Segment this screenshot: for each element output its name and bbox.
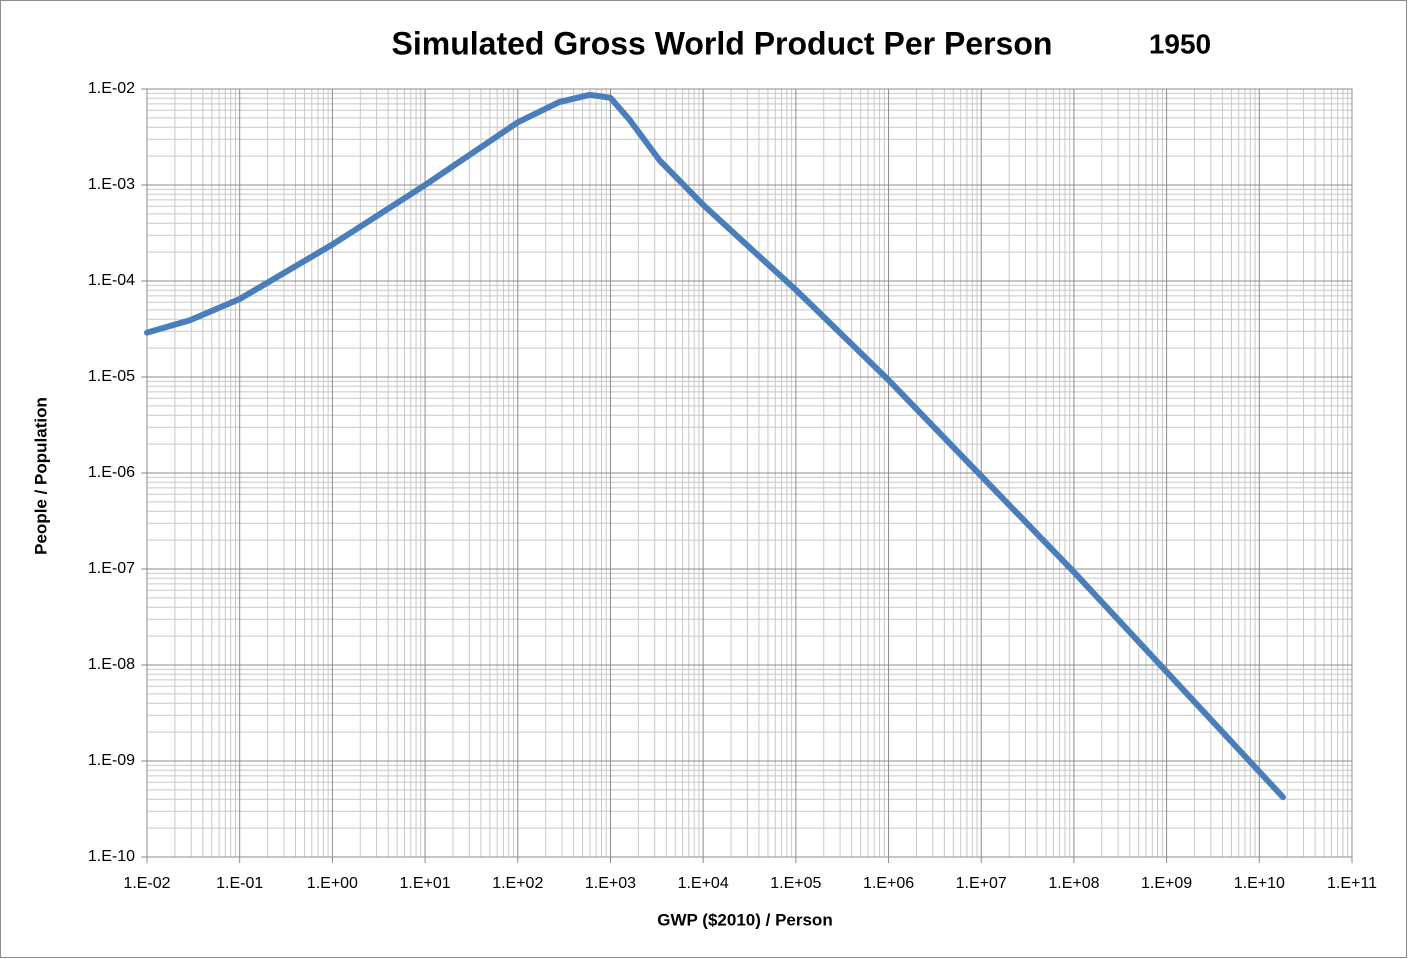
- y-tick-label: 1.E-07: [88, 560, 135, 577]
- y-tick-label: 1.E-10: [88, 848, 135, 865]
- x-tick-label: 1.E+01: [399, 875, 450, 892]
- y-axis-label: People / Population: [31, 397, 50, 555]
- y-tick-label: 1.E-06: [88, 464, 135, 481]
- x-tick-label: 1.E+10: [1234, 875, 1285, 892]
- y-tick-label: 1.E-04: [88, 272, 135, 289]
- x-tick-label: 1.E+11: [1327, 875, 1377, 892]
- plot-frame: [146, 88, 1353, 858]
- y-tick-label: 1.E-09: [88, 752, 135, 769]
- x-tick-label: 1.E+03: [585, 875, 636, 892]
- x-tick-label: 1.E+00: [307, 875, 358, 892]
- x-axis-label: GWP ($2010) / Person: [657, 910, 832, 929]
- y-tick-label: 1.E-08: [88, 656, 135, 673]
- x-tick-label: 1.E-01: [216, 875, 263, 892]
- x-tick-label: 1.E+07: [956, 875, 1007, 892]
- x-tick-label: 1.E+09: [1141, 875, 1192, 892]
- x-tick-label: 1.E+08: [1048, 875, 1099, 892]
- x-tick-label: 1.E+02: [492, 875, 543, 892]
- y-tick-label: 1.E-03: [88, 176, 135, 193]
- x-tick-label: 1.E+05: [770, 875, 821, 892]
- data-line: [144, 91, 1286, 801]
- x-tick-label: 1.E-02: [123, 875, 170, 892]
- chart-subtitle: 1950: [1149, 28, 1211, 59]
- y-tick-label: 1.E-02: [88, 80, 135, 97]
- x-tick-label: 1.E+06: [863, 875, 914, 892]
- y-tick-label: 1.E-05: [88, 368, 135, 385]
- x-tick-label: 1.E+04: [678, 875, 729, 892]
- chart-title: Simulated Gross World Product Per Person: [392, 25, 1053, 61]
